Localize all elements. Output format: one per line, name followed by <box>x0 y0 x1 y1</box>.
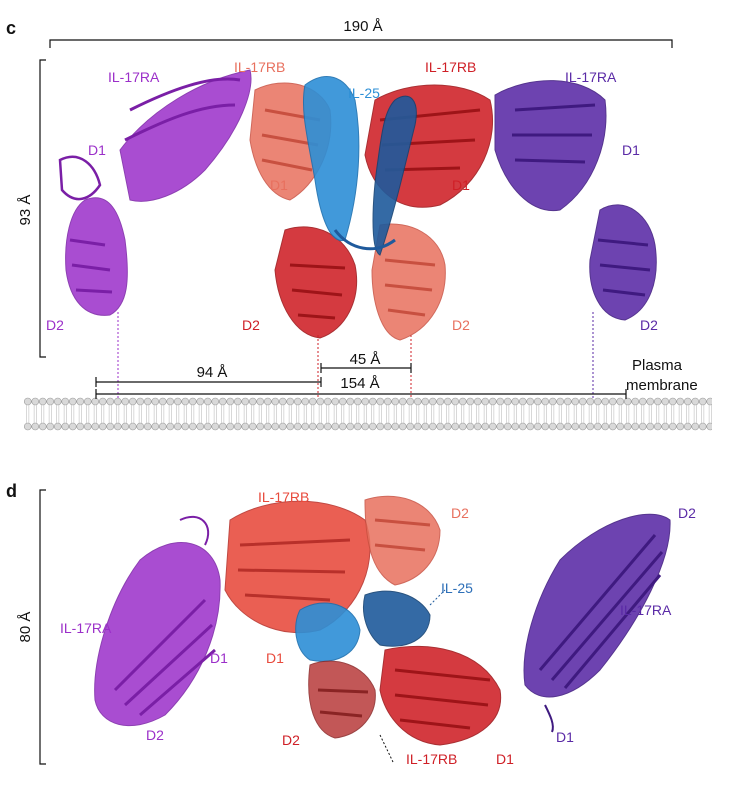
il17rb-top-ribbon-d <box>224 500 371 634</box>
label-c-d2-ra-right: D2 <box>640 317 658 333</box>
height-bracket-d <box>39 489 46 765</box>
label-d-d1-right: D1 <box>556 729 574 745</box>
label-d-d1-left: D1 <box>210 650 228 666</box>
label-d-il17rb-top: IL-17RB <box>258 489 309 505</box>
panel-d: d 80 Å <box>6 481 696 767</box>
label-d-d1-mid: D1 <box>266 650 284 666</box>
label-c-d1-rb-right: D1 <box>452 177 470 193</box>
width-label: 190 Å <box>343 18 382 35</box>
plasma-membrane <box>24 397 712 431</box>
il17ra-left-ribbon-d <box>94 515 221 727</box>
il17rb-bottom-d2-ribbon-d <box>308 660 394 763</box>
label-c-il17rb-right: IL-17RB <box>425 59 476 75</box>
height-label-d: 80 Å <box>17 612 34 643</box>
panel-c: c 190 Å 93 Å Plasma membrane 94 Å 45 Å <box>6 18 712 431</box>
anchor-lines <box>117 312 594 398</box>
dimension-lines <box>95 363 627 399</box>
il17rb-left-ribbon <box>249 82 446 341</box>
width-bracket <box>49 39 673 48</box>
label-c-il17ra-right: IL-17RA <box>565 69 617 85</box>
label-c-d2-rb-right: D2 <box>452 317 470 333</box>
label-d-il17ra-right: IL-17RA <box>620 602 672 618</box>
il25-ribbon-d <box>295 589 446 662</box>
label-c-il25: IL-25 <box>348 85 380 101</box>
il17ra-right-ribbon <box>494 80 657 321</box>
label-c-il17rb-left: IL-17RB <box>234 59 285 75</box>
label-c-d1-ra-right: D1 <box>622 142 640 158</box>
label-c-d1-ra-left: D1 <box>88 142 106 158</box>
il17rb-top-d2-ribbon-d <box>364 495 441 586</box>
label-d-il17rb-bottom: IL-17RB <box>406 751 457 767</box>
label-d-d2-top: D2 <box>451 505 469 521</box>
il17ra-left-ribbon <box>58 69 252 316</box>
height-label-c: 93 Å <box>17 195 34 226</box>
label-d-il25: IL-25 <box>441 580 473 596</box>
il25-ribbon <box>302 76 417 256</box>
label-d-d2-bottom: D2 <box>282 732 300 748</box>
height-bracket-c <box>39 59 46 358</box>
label-c-il17ra-left: IL-17RA <box>108 69 160 85</box>
dist-left: 94 Å <box>197 364 228 381</box>
label-c-d2-rb-left: D2 <box>242 317 260 333</box>
label-d-d2-left: D2 <box>146 727 164 743</box>
dist-mid: 45 Å <box>350 351 381 368</box>
label-c-d2-ra-left: D2 <box>46 317 64 333</box>
il17rb-bottom-ribbon-d <box>379 645 502 746</box>
panel-c-letter: c <box>6 18 16 38</box>
membrane-label-2: membrane <box>626 377 698 394</box>
label-c-d1-rb-left: D1 <box>270 177 288 193</box>
membrane-label-1: Plasma <box>632 357 683 374</box>
panel-d-letter: d <box>6 481 17 501</box>
il17ra-right-ribbon-d <box>523 513 671 733</box>
label-d-d2-right: D2 <box>678 505 696 521</box>
label-d-d1-bottom: D1 <box>496 751 514 767</box>
label-d-il17ra-left: IL-17RA <box>60 620 112 636</box>
dist-right: 154 Å <box>340 375 379 392</box>
